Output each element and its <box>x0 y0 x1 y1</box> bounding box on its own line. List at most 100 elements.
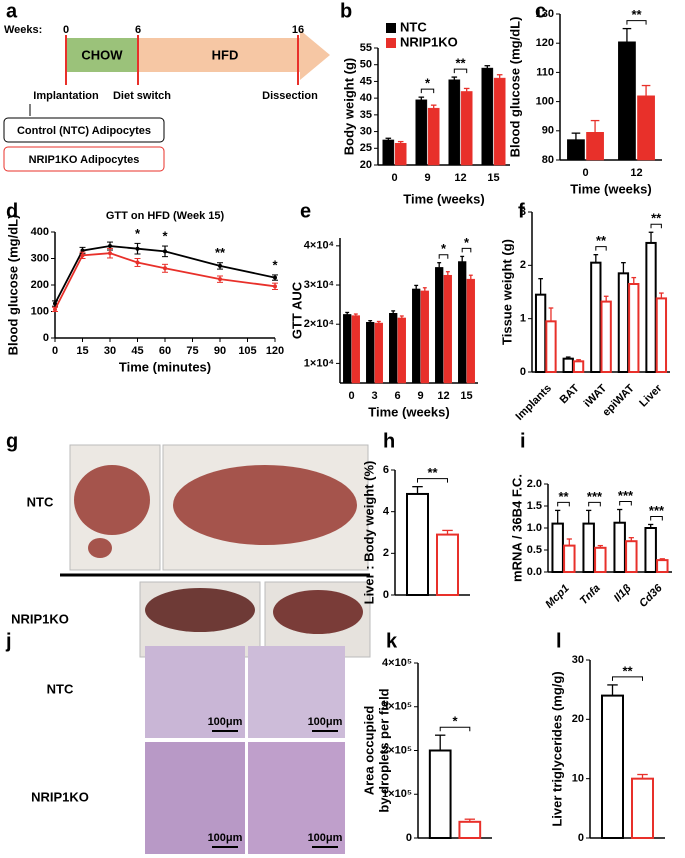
x-tick-label: 75 <box>186 345 198 357</box>
y-tick-label: 20 <box>572 713 584 725</box>
point <box>135 260 140 265</box>
y-tick-label: 30 <box>572 654 584 666</box>
x-tick-label: 12 <box>454 172 466 184</box>
point <box>163 249 167 254</box>
x-tick-label: 0 <box>348 390 354 402</box>
phase-label: HFD <box>212 47 239 62</box>
week-mark: 16 <box>292 24 304 36</box>
panel-letter: g <box>6 430 18 452</box>
y-tick-label: 0 <box>383 589 389 601</box>
bar <box>443 274 452 384</box>
annotation: * <box>441 241 447 256</box>
bar <box>586 132 604 161</box>
group-box <box>3 146 165 172</box>
point <box>273 275 277 280</box>
annotation: ** <box>558 489 569 504</box>
scale-bar-label: 100μm <box>208 832 243 844</box>
panel-letter: h <box>383 430 395 452</box>
y-axis-label: Liver triglycerides (mg/g) <box>549 671 564 826</box>
x-tick-label: 15 <box>460 390 472 402</box>
panel-letter: k <box>386 630 398 652</box>
significance-bracket <box>595 246 607 251</box>
bar <box>625 540 638 574</box>
y-tick-label: 1.0 <box>527 522 542 534</box>
y-tick-label: 3×10⁵ <box>382 701 412 713</box>
bar <box>617 272 630 374</box>
significance-bracket <box>588 501 601 507</box>
scale-bar-label: 100μm <box>308 716 343 728</box>
group-label: Control (NTC) Adipocytes <box>17 125 151 137</box>
annotation: * <box>272 257 278 272</box>
x-tick-label: 15 <box>487 172 499 184</box>
bar <box>382 139 395 166</box>
bar <box>436 533 459 596</box>
bar <box>415 99 428 166</box>
bar <box>645 241 657 373</box>
point <box>108 244 112 249</box>
annotation: ** <box>427 465 438 480</box>
y-tick-label: 25 <box>360 142 372 154</box>
histology <box>248 742 345 854</box>
significance-bracket <box>438 254 449 259</box>
bar <box>366 322 375 384</box>
annotation: ** <box>631 7 642 22</box>
point <box>80 248 85 253</box>
bar <box>545 320 557 374</box>
histology <box>145 742 245 854</box>
y-tick-label: 45 <box>360 75 372 87</box>
legend-swatch <box>386 23 396 33</box>
bar <box>458 261 467 384</box>
bar <box>466 278 475 384</box>
y-tick-label: 0 <box>406 832 412 844</box>
week-mark: 0 <box>63 24 69 36</box>
bar <box>655 297 668 373</box>
bar <box>343 314 352 384</box>
point <box>80 253 85 258</box>
x-axis-label: Time (weeks) <box>403 191 484 206</box>
chart: b 20 25 30 35 40 45 50 55 Body weight (g) Time (we… <box>340 0 510 206</box>
bar <box>481 67 494 166</box>
line <box>54 252 276 310</box>
y-tick-label: 20 <box>360 159 372 171</box>
significance-bracket <box>420 88 435 94</box>
y-tick-label: 2×10⁴ <box>304 318 334 330</box>
significance-bracket <box>453 68 468 74</box>
y-tick-label: 2 <box>520 259 526 271</box>
y-tick-label: 100 <box>536 96 554 108</box>
bar <box>448 79 461 166</box>
annotation: *** <box>618 488 634 503</box>
photo-content <box>173 465 357 545</box>
group-label: NRIP1KO Adipocytes <box>29 154 140 166</box>
liver-photos <box>60 444 371 658</box>
annotation: *** <box>649 503 665 518</box>
y-tick-label: 55 <box>360 42 372 54</box>
x-tick-label: Liver <box>637 382 665 410</box>
x-axis-label: Time (weeks) <box>570 181 651 196</box>
weeks-label: Weeks: <box>4 24 42 36</box>
annotation: ** <box>596 233 607 248</box>
bar <box>427 107 440 166</box>
photo-content <box>145 588 255 632</box>
panel-letter: b <box>340 0 352 22</box>
x-axis-label: Time (minutes) <box>119 359 211 374</box>
y-axis-label: Blood glucose (mg/dL) <box>507 17 522 158</box>
x-tick-label: 0 <box>391 172 397 184</box>
y-tick-label: 0.0 <box>527 566 542 578</box>
bar <box>351 315 360 384</box>
x-tick-label: 90 <box>214 345 226 357</box>
y-tick-label: 400 <box>31 226 49 238</box>
chart: l 0 10 20 30 Liver triglycerides (mg/g) ** <box>549 630 665 844</box>
bar <box>601 694 624 839</box>
bar <box>567 139 585 161</box>
y-tick-label: 2 <box>383 547 389 559</box>
significance-bracket <box>650 223 662 229</box>
week-mark: 6 <box>135 24 141 36</box>
scale-bar-label: 100μm <box>308 832 343 844</box>
x-axis-label: Time (weeks) <box>368 404 449 419</box>
y-tick-label: 90 <box>542 125 554 137</box>
x-tick-label: 30 <box>104 345 116 357</box>
y-tick-label: 3 <box>520 206 526 218</box>
x-tick-label: 9 <box>417 390 423 402</box>
y-tick-label: 0 <box>43 332 49 344</box>
